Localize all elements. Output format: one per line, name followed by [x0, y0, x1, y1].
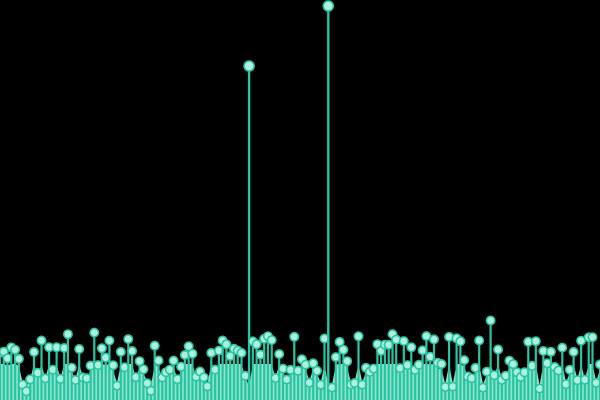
- data-point-marker[interactable]: [335, 338, 343, 346]
- data-point-marker[interactable]: [154, 356, 162, 364]
- data-point-marker[interactable]: [30, 348, 38, 356]
- data-point-marker[interactable]: [169, 356, 177, 364]
- data-point-marker[interactable]: [64, 330, 72, 338]
- data-point-marker[interactable]: [290, 333, 298, 341]
- data-point-marker[interactable]: [323, 1, 333, 11]
- data-point-marker[interactable]: [475, 336, 483, 344]
- data-point-marker[interactable]: [11, 346, 19, 354]
- data-point-marker[interactable]: [252, 340, 260, 348]
- data-point-marker[interactable]: [15, 355, 23, 363]
- data-point-marker[interactable]: [460, 356, 468, 364]
- data-point-marker[interactable]: [139, 365, 147, 373]
- data-point-marker[interactable]: [124, 335, 132, 343]
- data-point-marker[interactable]: [494, 345, 502, 353]
- data-point-marker[interactable]: [98, 344, 106, 352]
- data-point-marker[interactable]: [343, 357, 351, 365]
- data-point-marker[interactable]: [237, 349, 245, 357]
- data-point-marker[interactable]: [430, 335, 438, 343]
- data-point-marker[interactable]: [117, 348, 125, 356]
- data-point-marker[interactable]: [569, 348, 577, 356]
- data-point-marker[interactable]: [275, 350, 283, 358]
- data-point-marker[interactable]: [532, 337, 540, 345]
- data-point-marker[interactable]: [558, 343, 566, 351]
- data-point-marker[interactable]: [90, 328, 98, 336]
- data-point-marker[interactable]: [135, 357, 143, 365]
- data-point-marker[interactable]: [354, 332, 362, 340]
- data-point-marker[interactable]: [437, 360, 445, 368]
- data-point-marker[interactable]: [596, 360, 600, 368]
- data-point-marker[interactable]: [128, 347, 136, 355]
- data-point-marker[interactable]: [509, 360, 517, 368]
- data-point-marker[interactable]: [75, 345, 83, 353]
- data-point-marker[interactable]: [407, 343, 415, 351]
- data-point-marker[interactable]: [588, 333, 596, 341]
- data-point-marker[interactable]: [592, 379, 600, 387]
- data-point-marker[interactable]: [37, 336, 45, 344]
- data-point-marker[interactable]: [339, 346, 347, 354]
- data-point-marker[interactable]: [109, 361, 117, 369]
- data-point-marker[interactable]: [313, 367, 321, 375]
- data-point-marker[interactable]: [105, 336, 113, 344]
- data-point-marker[interactable]: [68, 364, 76, 372]
- data-point-marker[interactable]: [268, 336, 276, 344]
- data-point-marker[interactable]: [456, 337, 464, 345]
- data-point-marker[interactable]: [400, 337, 408, 345]
- stem-chart-svg: [0, 0, 600, 400]
- data-point-marker[interactable]: [188, 350, 196, 358]
- data-point-marker[interactable]: [200, 373, 208, 381]
- data-point-marker[interactable]: [151, 342, 159, 350]
- data-point-marker[interactable]: [547, 348, 555, 356]
- chart-container: [0, 0, 600, 400]
- data-point-marker[interactable]: [486, 316, 494, 324]
- data-point-marker[interactable]: [244, 61, 254, 71]
